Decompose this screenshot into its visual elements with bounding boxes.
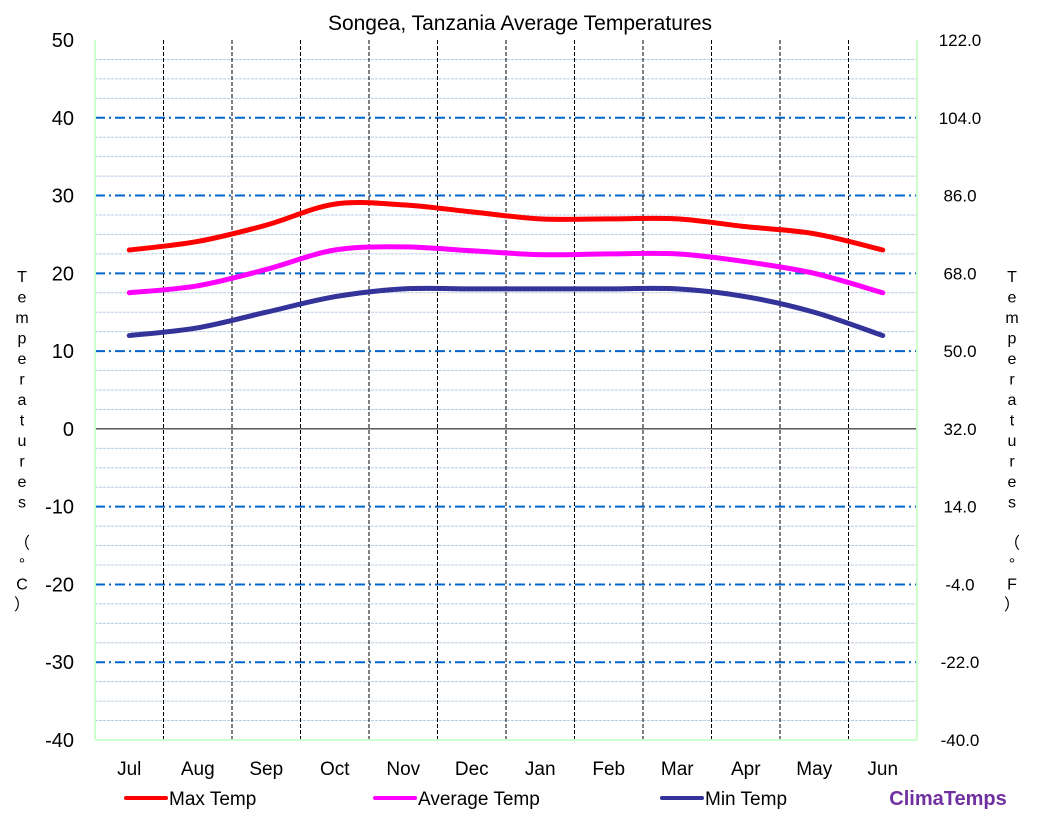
axis-label-char: r (1009, 454, 1015, 471)
axis-label-char: r (19, 372, 25, 389)
axis-label-char: e (1008, 474, 1017, 491)
axis-label-char: （ (1004, 535, 1020, 553)
x-tick-label: Aug (181, 759, 215, 780)
axis-label-char: ° (19, 556, 25, 573)
axis-label-char: T (1007, 269, 1017, 286)
axis-label-char: p (1008, 331, 1017, 348)
brand-logo: ClimaTemps (889, 788, 1006, 810)
series-line-max-temp (126, 200, 886, 253)
axis-label-char: u (1008, 433, 1017, 450)
axis-label-char: T (17, 269, 27, 286)
y-axis-label-left: Temperatures（°C） (14, 269, 30, 614)
y-tick-right: -4.0 (945, 575, 974, 594)
x-tick-label: Apr (731, 759, 761, 780)
axis-label-char: ） (1004, 596, 1020, 614)
x-tick-label: Mar (661, 759, 694, 780)
y-tick-right: 32.0 (943, 420, 976, 439)
y-tick-right: 14.0 (943, 498, 976, 517)
x-tick-label: Jan (525, 759, 556, 780)
y-tick-left: -40 (45, 730, 74, 752)
legend-label: Min Temp (705, 789, 787, 810)
axis-label-char: m (15, 310, 28, 327)
x-tick-label: Jul (117, 759, 141, 780)
y-tick-left: 20 (52, 263, 74, 285)
x-tick-label: Sep (249, 759, 283, 780)
x-tick-label: Feb (592, 759, 625, 780)
axis-label-char: s (1008, 495, 1016, 512)
axis-label-char: a (18, 392, 27, 409)
y-tick-left: -10 (45, 497, 74, 519)
axis-label-char: r (1009, 372, 1015, 389)
y-tick-right: 86.0 (943, 187, 976, 206)
axis-label-char: ° (1009, 556, 1015, 573)
y-tick-left: 50 (52, 30, 74, 52)
axis-label-char: t (1010, 413, 1015, 430)
axis-label-char: t (20, 413, 25, 430)
y-tick-left: 0 (63, 419, 74, 441)
y-tick-right: 122.0 (939, 31, 982, 50)
axis-label-char: m (1005, 310, 1018, 327)
x-tick-label: May (796, 759, 832, 780)
axis-label-char: p (18, 331, 27, 348)
y-tick-left: -20 (45, 574, 74, 596)
axis-label-char: e (18, 290, 27, 307)
series-line-min-temp (126, 285, 886, 339)
y-tick-left: 30 (52, 186, 74, 208)
y-tick-left: -30 (45, 652, 74, 674)
chart-title: Songea, Tanzania Average Temperatures (328, 12, 712, 35)
axis-label-char: C (16, 577, 28, 594)
y-tick-right: 50.0 (943, 342, 976, 361)
axis-label-char: e (1008, 351, 1017, 368)
y-tick-right: -40.0 (941, 731, 980, 750)
y-tick-left: 40 (52, 108, 74, 130)
axis-label-char: r (19, 454, 25, 471)
axis-label-char: s (18, 495, 26, 512)
axis-label-char: a (1008, 392, 1017, 409)
axis-label-char: （ (14, 535, 30, 553)
axis-label-char: e (18, 351, 27, 368)
legend-label: Average Temp (418, 789, 540, 810)
axis-label-char: F (1007, 577, 1017, 594)
x-tick-label: Oct (320, 759, 350, 780)
axis-label-char: ） (14, 596, 30, 614)
series-line-average-temp (126, 244, 886, 296)
axis-label-char: u (18, 433, 27, 450)
x-tick-label: Dec (455, 759, 489, 780)
y-tick-right: 68.0 (943, 264, 976, 283)
x-tick-label: Nov (386, 759, 420, 780)
axis-label-char: e (18, 474, 27, 491)
legend-label: Max Temp (169, 789, 256, 810)
y-tick-left: 10 (52, 341, 74, 363)
axis-label-char: e (1008, 290, 1017, 307)
y-tick-right: -22.0 (941, 653, 980, 672)
y-axis-label-right: Temperatures（°F） (1004, 269, 1020, 614)
y-tick-right: 104.0 (939, 109, 982, 128)
x-tick-label: Jun (867, 759, 898, 780)
